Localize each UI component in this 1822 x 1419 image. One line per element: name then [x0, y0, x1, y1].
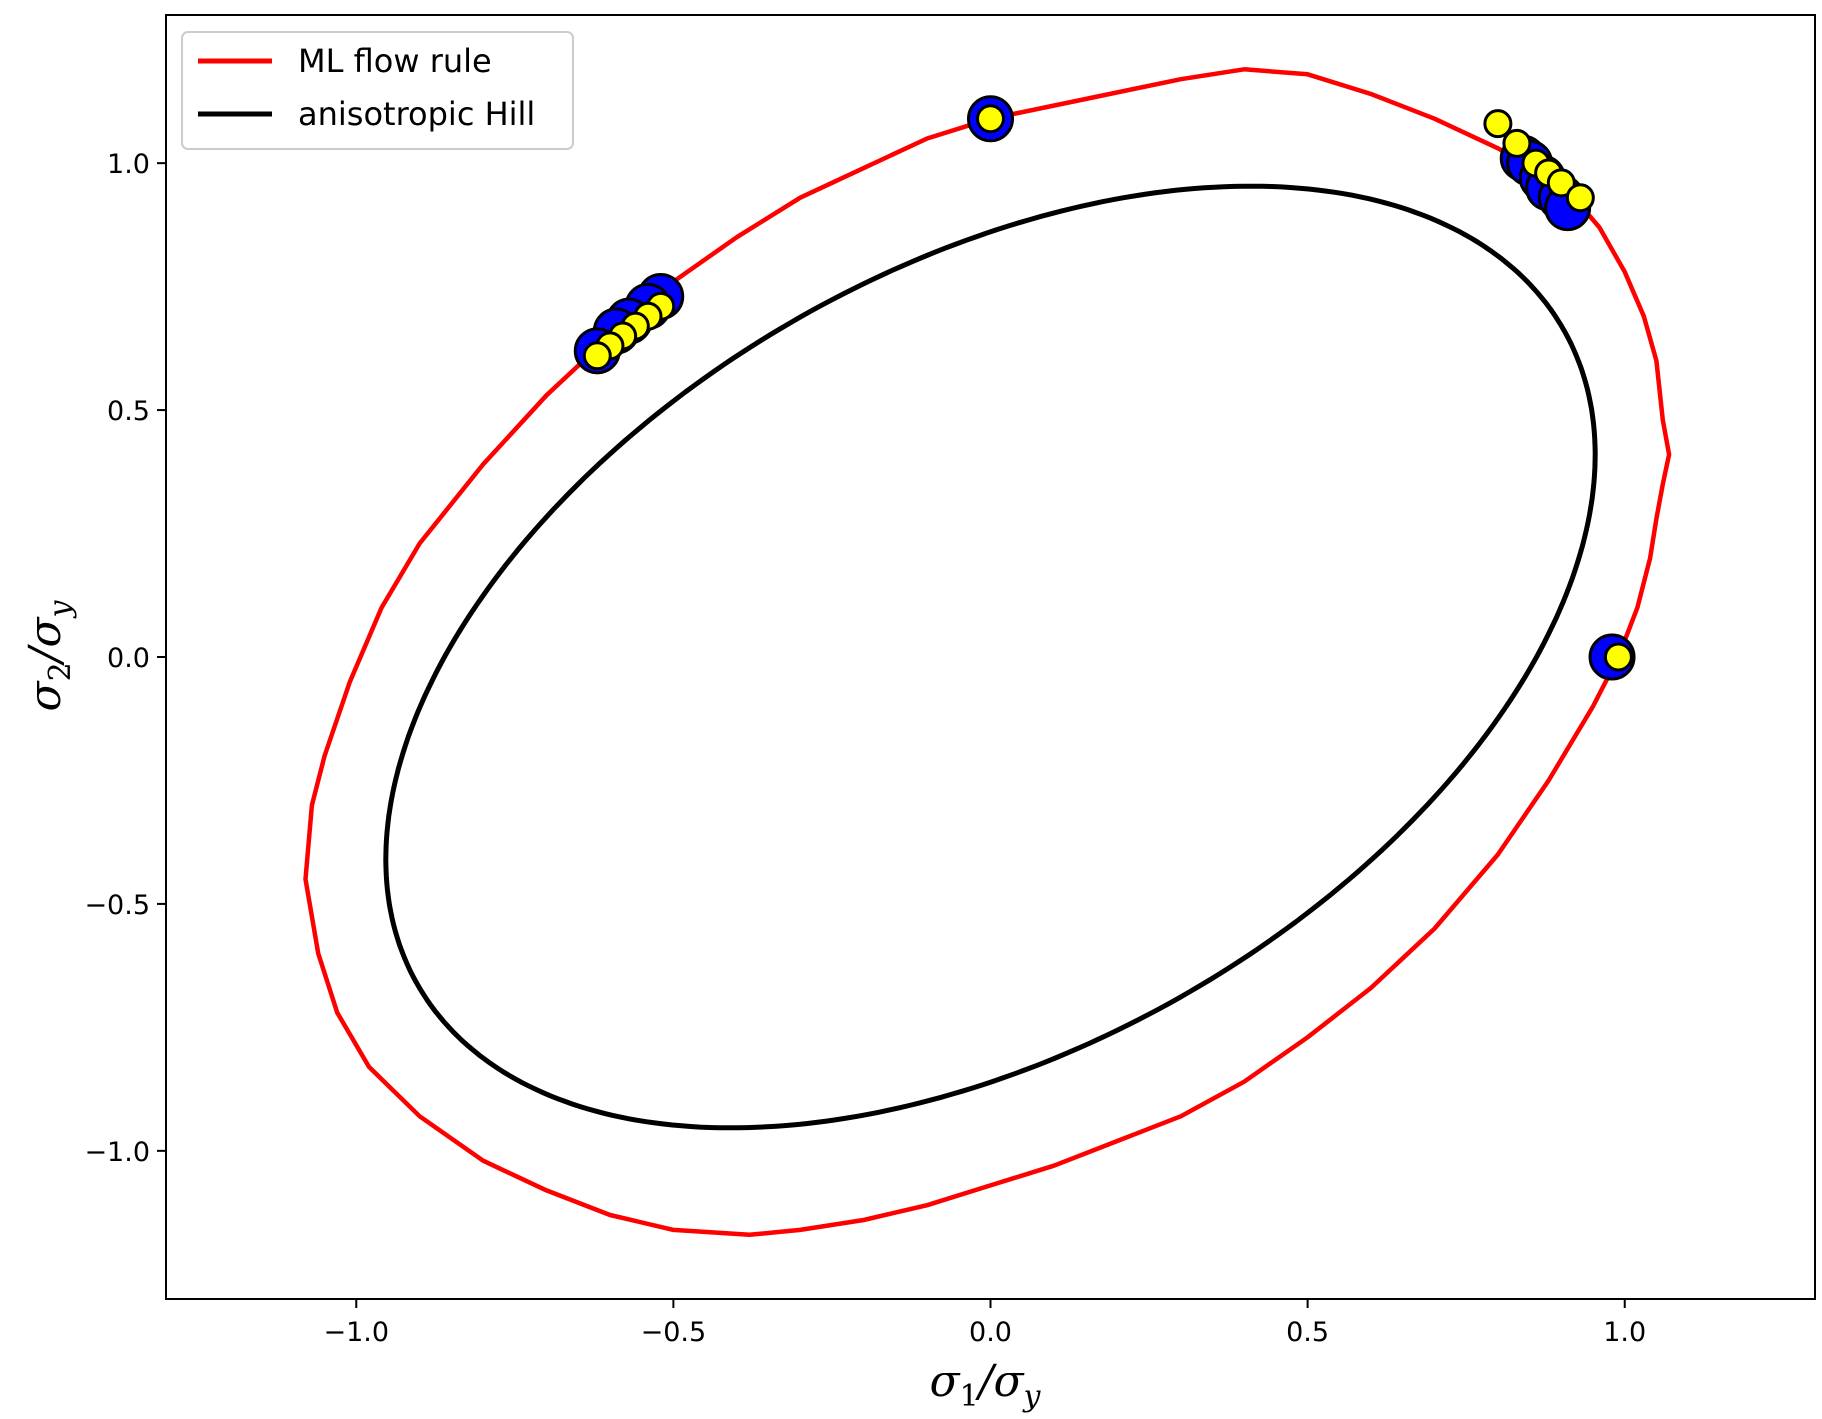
x-tick-label: 0.0: [969, 1317, 1012, 1348]
x-tick-label: 1.0: [1603, 1317, 1646, 1348]
legend-label-anisotropic-hill: anisotropic Hill: [298, 95, 535, 133]
yellow-data-point: [1603, 642, 1633, 672]
yellow-data-point: [1565, 183, 1595, 213]
x-axis-title: σ1/σy: [930, 1356, 1042, 1414]
y-tick-label: 0.5: [107, 396, 150, 427]
x-axis: −1.0 −0.5 0.0 0.5 1.0: [323, 1299, 1646, 1348]
markers-layer: [573, 95, 1636, 681]
y-axis-title-sub: 2: [43, 662, 78, 681]
legend-box: [181, 31, 574, 150]
x-tick-label: −1.0: [323, 1317, 389, 1348]
yellow-data-point: [1483, 109, 1513, 139]
yellow-data-point: [1502, 128, 1532, 158]
x-axis-title-slash: /σ: [975, 1356, 1026, 1407]
plot-area: [165, 14, 1816, 1300]
y-axis-title: σ2/σy: [20, 599, 78, 711]
ml-flow-rule-curve: [303, 67, 1672, 1238]
y-axis: −1.0 −0.5 0.0 0.5 1.0: [84, 149, 166, 1168]
legend-label-ml-flow-rule: ML flow rule: [298, 42, 492, 80]
y-tick-label: 1.0: [107, 149, 150, 180]
curves-layer: [303, 67, 1672, 1238]
y-tick-label: −0.5: [84, 890, 150, 921]
x-axis-title-sub: 1: [960, 1379, 979, 1414]
y-tick-label: −1.0: [84, 1137, 150, 1168]
x-tick-label: 0.5: [1286, 1317, 1329, 1348]
legend: ML flow rule anisotropic Hill: [181, 31, 574, 150]
y-tick-label: 0.0: [107, 643, 150, 674]
x-axis-title-base: σ: [930, 1356, 962, 1407]
x-tick-label: −0.5: [641, 1317, 707, 1348]
x-axis-title-sub2: y: [1022, 1379, 1042, 1414]
anisotropic-hill-curve: [383, 183, 1598, 1131]
yellow-data-point: [582, 341, 612, 371]
y-axis-title-base: σ: [20, 679, 71, 711]
y-axis-title-slash: /σ: [20, 616, 71, 667]
yellow-data-point: [1546, 168, 1576, 198]
y-axis-title-sub2: y: [43, 599, 78, 619]
yellow-data-point: [976, 104, 1005, 134]
